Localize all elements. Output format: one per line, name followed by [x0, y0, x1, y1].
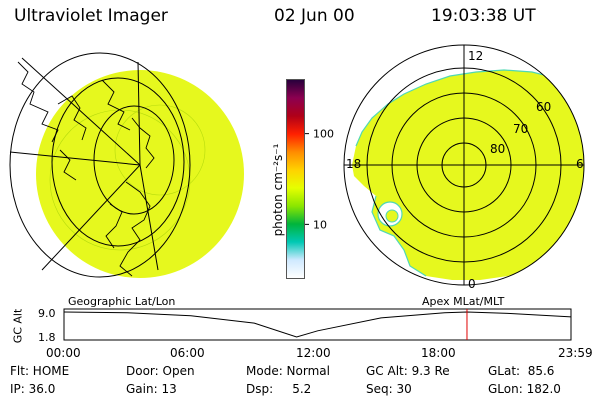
- time-axis-label-0: 00:00: [46, 346, 81, 360]
- time-axis-label-2: 12:00: [296, 346, 331, 360]
- image-time: 19:03:38 UT: [431, 6, 536, 26]
- geographic-disk: [36, 70, 244, 278]
- apex-panel-label: Apex MLat/MLT: [422, 295, 505, 308]
- mlat-ring-60: [391, 92, 537, 238]
- gain-value: Gain: 13: [126, 382, 177, 396]
- altitude-ytick-min: 1.8: [38, 331, 56, 344]
- door-status: Door: Open: [126, 364, 195, 378]
- colorbar-tick-label-1: 10: [313, 218, 327, 231]
- mlt-label-0: 0: [468, 277, 476, 291]
- sequence-number: Seq: 30: [366, 382, 412, 396]
- time-axis-label-4: 23:59: [558, 346, 593, 360]
- ip-value: IP: 36.0: [10, 382, 56, 396]
- instrument-title: Ultraviolet Imager: [14, 6, 168, 26]
- image-date: 02 Jun 00: [274, 6, 355, 26]
- geographic-latitude: GLat: 85.6: [488, 364, 555, 378]
- altitude-orbit-line: [63, 311, 572, 338]
- mlat-label-70: 70: [513, 122, 528, 136]
- mlat-label-60: 60: [536, 100, 551, 114]
- mlt-label-6: 6: [576, 157, 584, 171]
- mlat-ring-50: [366, 67, 562, 263]
- gc-altitude: GC Alt: 9.3 Re: [366, 364, 450, 378]
- flight-status: Flt: HOME: [10, 364, 70, 378]
- altitude-ylabel: GC Alt: [11, 308, 25, 344]
- dsp-value: Dsp: 5.2: [246, 382, 312, 396]
- time-axis-label-3: 18:00: [421, 346, 456, 360]
- mode-status: Mode: Normal: [246, 364, 330, 378]
- altitude-plot-frame: [63, 308, 572, 341]
- time-axis-label-1: 06:00: [170, 346, 205, 360]
- mlt-label-18: 18: [346, 157, 361, 171]
- auroral-image-fill: [352, 70, 584, 280]
- geographic-grid: [9, 52, 191, 278]
- mlat-label-80: 80: [490, 142, 505, 156]
- mlat-ring-70: [416, 117, 512, 213]
- altitude-ytick-max: 9.0: [38, 307, 56, 320]
- outer-boundary-ring: [343, 44, 585, 286]
- coastline-outline: [17, 61, 155, 277]
- colorbar-tick-label-0: 100: [313, 128, 334, 141]
- colorbar-label: photon cm⁻²s⁻¹: [271, 143, 285, 237]
- mlt-label-12: 12: [468, 49, 483, 63]
- geographic-longitude: GLon: 182.0: [488, 382, 561, 396]
- mlat-ring-80: [441, 142, 487, 188]
- geographic-panel-label: Geographic Lat/Lon: [68, 295, 176, 308]
- colorbar: [286, 79, 305, 279]
- polar-grid: [343, 44, 585, 286]
